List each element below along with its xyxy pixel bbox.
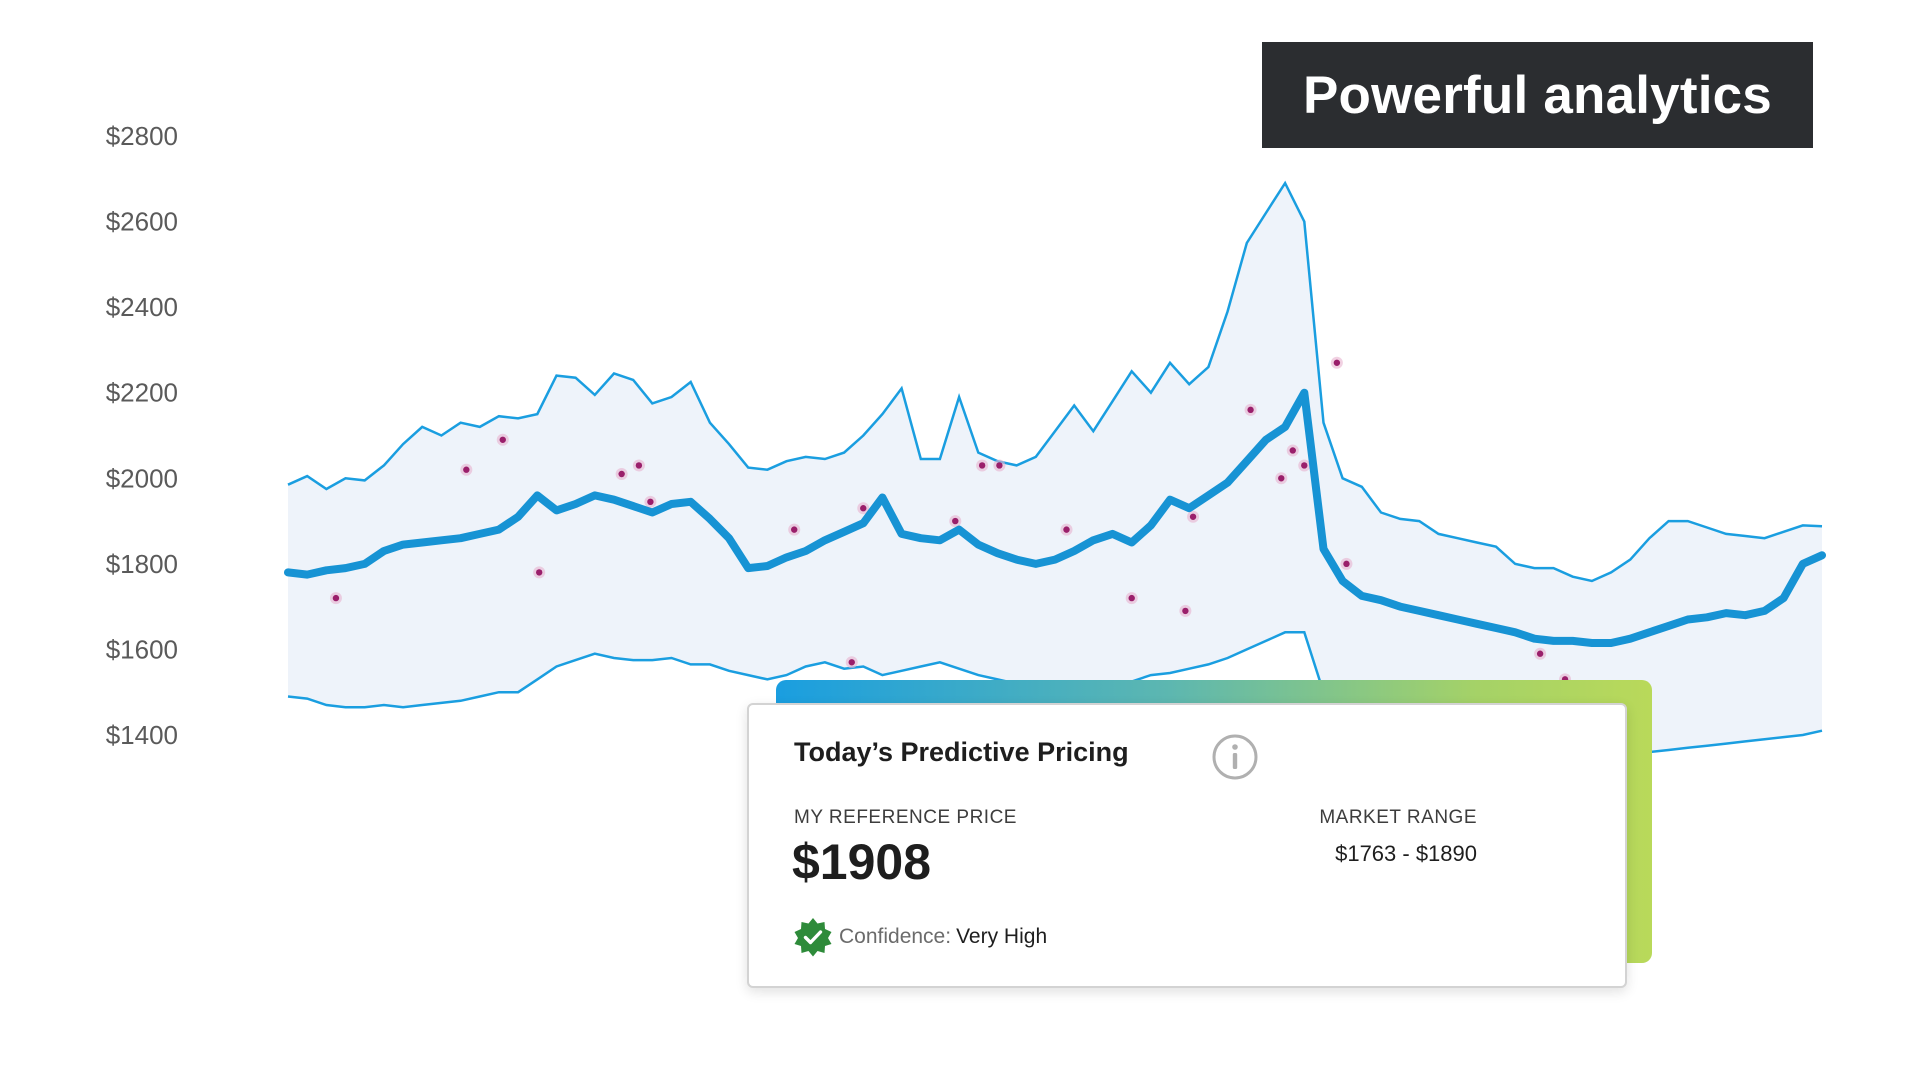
- reference-price-line: [284, 388, 1826, 647]
- y-tick-label: $1600: [106, 634, 178, 664]
- y-tick-label: $2000: [106, 463, 178, 493]
- listing-point: [952, 517, 959, 525]
- listing-point: [1333, 359, 1341, 366]
- y-tick-label: $2600: [106, 207, 178, 237]
- market-range-upper-line: [287, 180, 1823, 583]
- listing-point: [978, 462, 986, 469]
- y-tick-label: $2200: [106, 378, 178, 408]
- listing-point: [499, 436, 506, 443]
- headline-banner: Powerful analytics: [1262, 42, 1813, 148]
- market-range-label: MARKET RANGE: [1319, 807, 1477, 828]
- market-range-band: [288, 183, 1822, 759]
- listing-point: [791, 526, 798, 533]
- predictive-pricing-card: Today’s Predictive Pricing MY REFERENCE …: [747, 703, 1627, 988]
- info-icon[interactable]: [1211, 733, 1259, 781]
- y-tick-label: $1800: [106, 549, 178, 579]
- listing-point: [1247, 406, 1254, 414]
- listing-point: [1189, 513, 1197, 520]
- listing-point: [535, 569, 543, 576]
- listing-point: [860, 505, 867, 512]
- headline-text: Powerful analytics: [1303, 65, 1772, 125]
- listing-point: [647, 498, 654, 506]
- listing-point: [1063, 526, 1070, 533]
- listing-point: [848, 659, 855, 666]
- listing-point: [1536, 650, 1544, 657]
- listing-point: [1182, 607, 1189, 615]
- y-tick-label: $2400: [106, 292, 178, 322]
- market-range-value: $1763 - $1890: [1335, 841, 1477, 866]
- listing-point: [1343, 560, 1350, 568]
- listing-point: [1301, 462, 1308, 469]
- confidence-label: Confidence:: [839, 925, 952, 948]
- y-tick-label: $2800: [106, 121, 178, 151]
- listing-points: [329, 356, 1572, 686]
- listing-point: [463, 466, 470, 473]
- confidence-row: Confidence: Very High: [793, 917, 1047, 957]
- listing-point: [618, 470, 625, 478]
- listing-point: [1128, 594, 1135, 602]
- listing-point: [635, 462, 643, 469]
- y-axis: $2800 $2600 $2400 $2200 $2000 $1800 $1600 $1400: [106, 121, 178, 750]
- y-tick-label: $1400: [106, 720, 178, 750]
- confidence-value: Very High: [956, 925, 1048, 948]
- card-title: Today’s Predictive Pricing: [794, 737, 1129, 767]
- reference-price-label: MY REFERENCE PRICE: [794, 807, 1017, 828]
- reference-price-value: $1908: [792, 834, 932, 890]
- verified-badge-icon: [794, 918, 832, 957]
- listing-point: [332, 594, 340, 602]
- listing-point: [1278, 475, 1285, 482]
- listing-point: [1289, 447, 1296, 454]
- listing-point: [996, 462, 1003, 469]
